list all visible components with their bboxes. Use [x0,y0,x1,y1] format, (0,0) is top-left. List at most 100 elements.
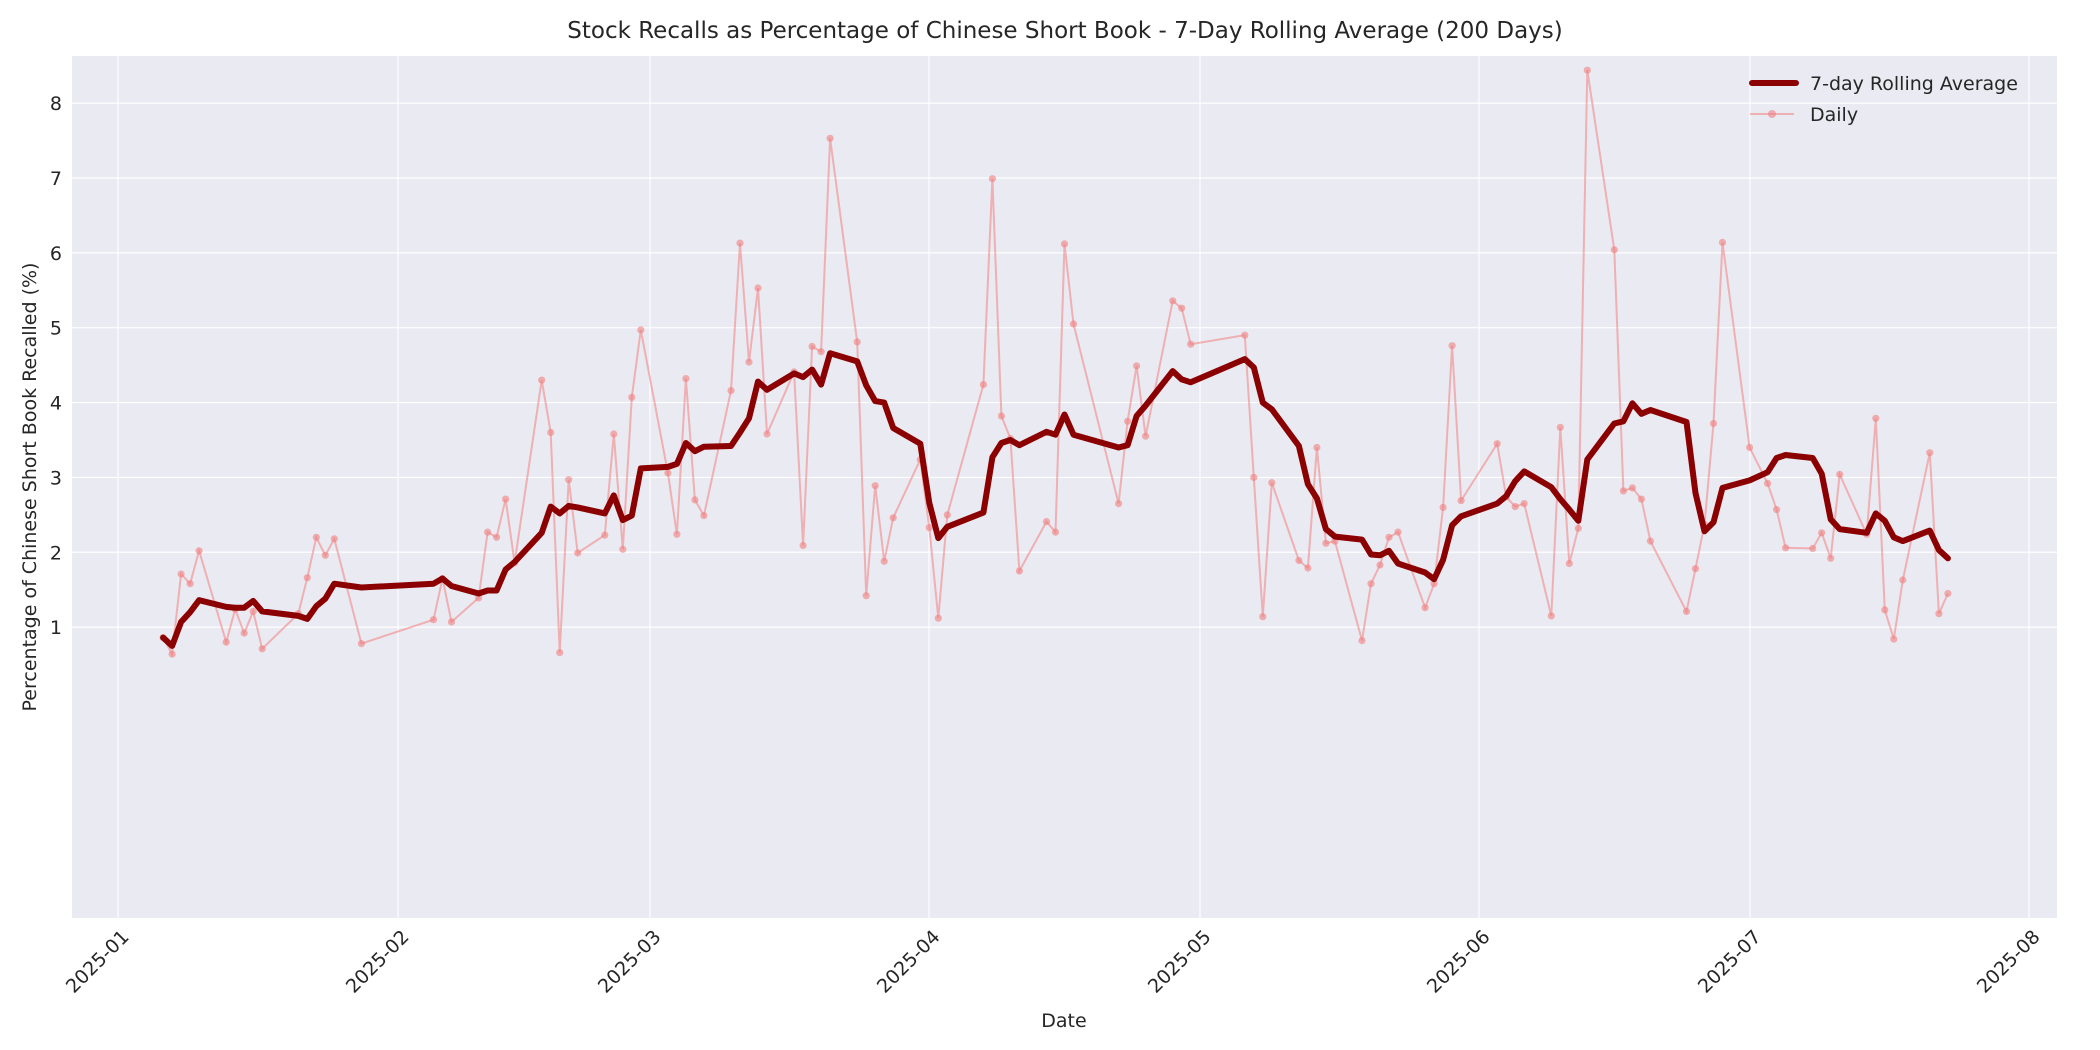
daily-point [330,535,338,543]
daily-point [808,342,816,350]
y-tick-label: 1 [50,617,62,639]
daily-point [321,551,329,559]
daily-point [1628,484,1636,492]
daily-point [1421,604,1429,612]
x-tick-label: 2025-03 [594,926,666,998]
daily-point [1935,610,1943,618]
daily-point [1295,556,1303,565]
daily-point [754,284,762,292]
daily-point [1746,443,1754,452]
x-tick-label: 2025-04 [873,926,945,998]
daily-point [1133,362,1141,370]
daily-point [1448,342,1456,350]
daily-point [664,469,672,477]
daily-point [889,514,897,522]
daily-point [447,618,456,626]
daily-point [1358,637,1366,645]
daily-point [1268,479,1276,487]
daily-point [943,511,951,519]
daily-point [1394,528,1402,536]
daily-point [682,375,690,383]
daily-point [1547,612,1555,620]
x-tick-label: 2025-08 [1973,926,2045,998]
daily-point [673,530,681,538]
x-axis-ticks: 2025-01 2025-02 2025-03 2025-04 2025-05 2025-… [62,926,2045,998]
daily-point [502,495,510,503]
daily-point [997,412,1006,420]
grid-lines [72,56,2057,918]
daily-point [1259,613,1267,621]
daily-point [610,430,618,438]
x-tick-label: 2025-01 [62,926,134,998]
daily-point [1899,576,1907,584]
daily-point [1169,297,1177,305]
daily-point [1818,529,1826,537]
daily-point [1773,506,1781,514]
daily-point [1385,533,1393,541]
daily-point [601,531,609,539]
daily-point [186,580,194,588]
daily-point [871,482,879,490]
daily-point [1304,564,1312,572]
daily-point [249,607,257,616]
daily-point [1322,539,1330,547]
daily-point [1836,470,1844,478]
daily-point [628,393,636,401]
daily-point [691,496,699,504]
daily-point [1115,500,1123,508]
daily-point [538,376,546,384]
daily-point [925,524,933,532]
x-tick-label: 2025-02 [342,926,414,998]
daily-point [1764,479,1772,487]
x-tick-label: 2025-07 [1694,926,1766,998]
daily-point [168,650,176,658]
daily-point [745,358,753,366]
daily-point [1367,580,1375,588]
legend-daily-marker [1768,110,1776,118]
daily-point [1619,487,1627,495]
x-tick-label: 2025-06 [1423,926,1495,998]
daily-point [1051,528,1060,536]
daily-point [1574,524,1582,532]
y-tick-label: 5 [50,318,62,340]
y-tick-label: 4 [50,393,62,415]
daily-point [1511,503,1519,511]
daily-point [222,638,230,646]
x-axis-label: Date [1041,1010,1086,1032]
daily-point [988,175,997,183]
daily-point [312,533,320,541]
daily-point [1809,544,1817,553]
daily-point [1944,589,1952,598]
daily-point [1430,580,1438,588]
daily-point [826,134,834,142]
daily-point [1646,537,1654,545]
daily-point [1015,567,1024,575]
daily-point [1241,331,1249,339]
daily-point [1250,473,1258,481]
daily-point [1709,419,1718,428]
daily-point [853,338,861,346]
daily-point [493,533,501,541]
daily-point [1493,440,1501,448]
rolling-average-line [160,350,1951,649]
daily-line [162,70,1949,658]
daily-point [574,549,582,557]
y-tick-label: 2 [50,542,62,564]
daily-point [303,574,311,582]
legend-daily-label: Daily [1810,104,1858,126]
y-axis-label: Percentage of Chinese Short Book Recalle… [19,263,41,712]
daily-point [1718,238,1727,246]
daily-point [880,557,888,565]
daily-point [1890,635,1898,643]
daily-point [195,547,203,555]
daily-point [565,476,573,484]
daily-point [1926,449,1934,457]
daily-point [1069,320,1078,328]
daily-point [979,381,988,389]
daily-point [619,545,627,553]
y-tick-label: 7 [50,168,62,190]
daily-point [817,348,825,356]
plot-area [72,56,2057,918]
daily-point [1520,500,1528,508]
daily-point [1872,414,1880,422]
